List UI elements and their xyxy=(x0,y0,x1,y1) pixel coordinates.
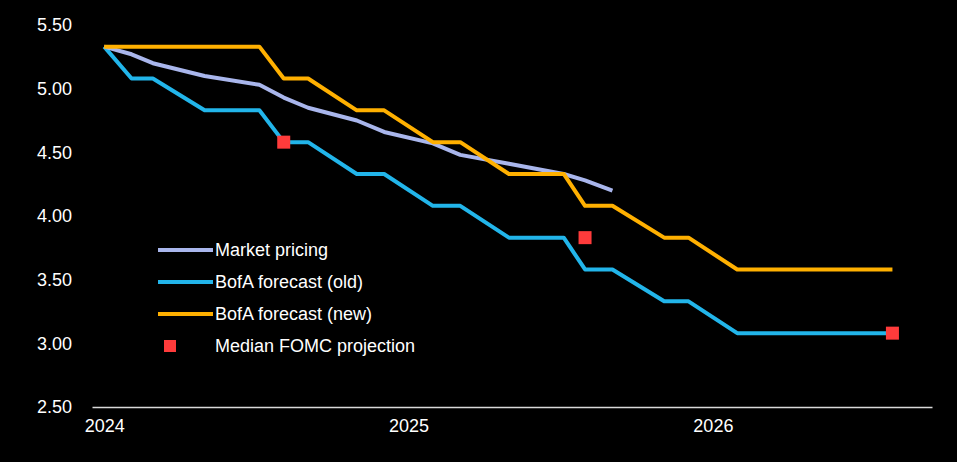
series-point xyxy=(579,231,592,244)
series-point xyxy=(886,327,899,340)
legend-label: BofA forecast (old) xyxy=(215,272,363,292)
y-tick: 3.50 xyxy=(37,270,92,290)
y-tick: 4.50 xyxy=(37,143,92,163)
legend: Market pricing BofA forecast (old) BofA fo… xyxy=(158,240,415,356)
series-line xyxy=(104,47,612,191)
x-tick-label: 2024 xyxy=(85,416,125,436)
chart: 2024 2025 2026 2.50 3.00 3.50 4.00 4.50 5.00 5.50… xyxy=(0,0,957,462)
x-tick-label: 2025 xyxy=(389,416,429,436)
x-tick: 2025 xyxy=(389,407,429,436)
series-line xyxy=(104,47,892,334)
series-line xyxy=(104,47,892,270)
y-tick-label: 5.50 xyxy=(37,15,72,35)
y-tick-label: 4.50 xyxy=(37,143,72,163)
y-tick-label: 5.00 xyxy=(37,79,72,99)
legend-item: Market pricing xyxy=(158,240,328,260)
legend-swatch xyxy=(158,280,213,284)
x-tick: 2026 xyxy=(693,407,733,436)
plot-area xyxy=(104,47,899,340)
legend-item: Median FOMC projection xyxy=(164,336,415,356)
y-tick-label: 2.50 xyxy=(37,397,72,417)
legend-item: BofA forecast (old) xyxy=(158,272,363,292)
y-tick-label: 4.00 xyxy=(37,206,72,226)
legend-label: BofA forecast (new) xyxy=(215,304,372,324)
background xyxy=(0,0,957,462)
y-axis: 2.50 3.00 3.50 4.00 4.50 5.00 5.50 xyxy=(37,15,93,417)
y-tick-label: 3.50 xyxy=(37,270,72,290)
x-tick: 2024 xyxy=(85,407,125,436)
legend-item: BofA forecast (new) xyxy=(158,304,372,324)
legend-label: Median FOMC projection xyxy=(215,336,415,356)
y-tick: 3.00 xyxy=(37,334,92,354)
y-tick: 5.00 xyxy=(37,79,92,99)
y-tick: 4.00 xyxy=(37,206,92,226)
y-axis-line xyxy=(92,26,93,408)
x-tick-label: 2026 xyxy=(693,416,733,436)
legend-swatch xyxy=(164,340,176,352)
y-tick: 2.50 xyxy=(37,397,92,417)
legend-swatch xyxy=(158,312,213,316)
x-axis-line xyxy=(93,407,933,409)
x-axis: 2024 2025 2026 xyxy=(85,407,933,436)
y-tick-label: 3.00 xyxy=(37,334,72,354)
y-tick: 5.50 xyxy=(37,15,92,35)
legend-label: Market pricing xyxy=(215,240,328,260)
series-point xyxy=(277,136,290,149)
legend-swatch xyxy=(158,248,213,252)
